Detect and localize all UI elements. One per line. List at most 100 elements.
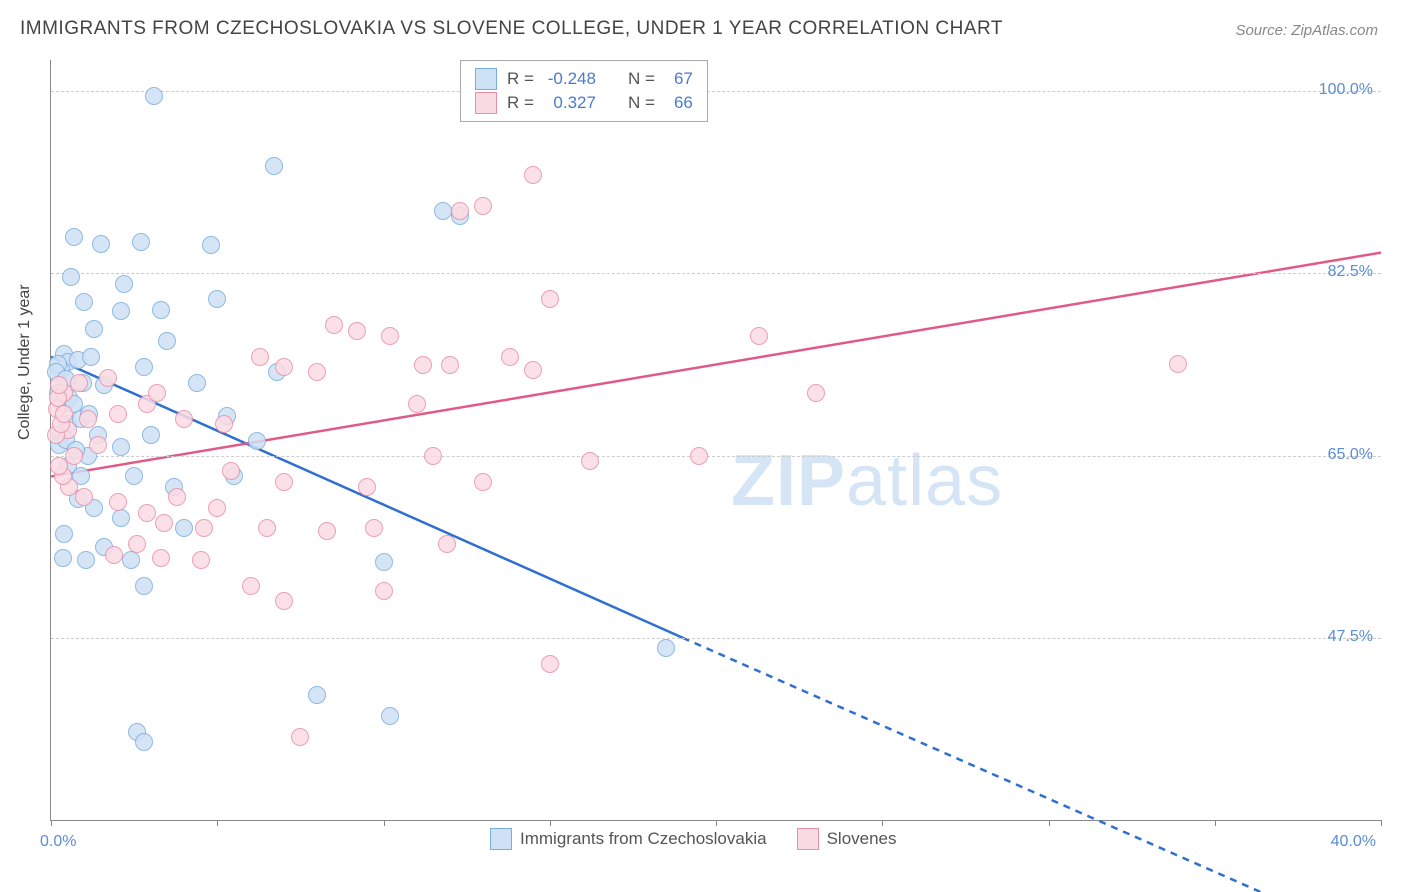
scatter-point-slovenes [581, 452, 599, 470]
scatter-point-czechoslovakia [308, 686, 326, 704]
scatter-point-slovenes [348, 322, 366, 340]
x-tick-mark [1215, 820, 1216, 826]
scatter-point-slovenes [441, 356, 459, 374]
scatter-point-slovenes [408, 395, 426, 413]
scatter-point-slovenes [79, 410, 97, 428]
scatter-point-czechoslovakia [112, 302, 130, 320]
scatter-point-czechoslovakia [77, 551, 95, 569]
y-tick-label: 82.5% [1328, 263, 1373, 281]
x-tick-left: 0.0% [40, 833, 76, 851]
legend-series-item: Immigrants from Czechoslovakia [490, 828, 767, 850]
scatter-point-slovenes [438, 535, 456, 553]
gridline [51, 273, 1381, 274]
x-tick-mark [217, 820, 218, 826]
x-tick-mark [1381, 820, 1382, 826]
scatter-point-slovenes [275, 358, 293, 376]
scatter-point-slovenes [690, 447, 708, 465]
plot-area: ZIPatlas 47.5%65.0%82.5%100.0% [50, 60, 1381, 821]
scatter-point-czechoslovakia [152, 301, 170, 319]
scatter-point-czechoslovakia [122, 551, 140, 569]
scatter-point-slovenes [325, 316, 343, 334]
legend-series-label: Immigrants from Czechoslovakia [520, 829, 767, 849]
legend-n-value: 67 [665, 67, 693, 91]
y-tick-label: 65.0% [1328, 446, 1373, 464]
legend-series-label: Slovenes [827, 829, 897, 849]
scatter-point-slovenes [192, 551, 210, 569]
scatter-point-slovenes [275, 473, 293, 491]
scatter-point-czechoslovakia [85, 320, 103, 338]
scatter-point-czechoslovakia [142, 426, 160, 444]
legend-series-item: Slovenes [797, 828, 897, 850]
scatter-point-slovenes [89, 436, 107, 454]
x-tick-mark [1049, 820, 1050, 826]
scatter-point-czechoslovakia [82, 348, 100, 366]
legend-r-value: -0.248 [544, 67, 596, 91]
scatter-point-czechoslovakia [62, 268, 80, 286]
legend-row: R = -0.248 N = 67 [475, 67, 693, 91]
x-tick-mark [51, 820, 52, 826]
scatter-point-czechoslovakia [112, 438, 130, 456]
source-text: Source: ZipAtlas.com [1235, 22, 1378, 39]
scatter-point-czechoslovakia [202, 236, 220, 254]
scatter-point-slovenes [381, 327, 399, 345]
gridline [51, 456, 1381, 457]
legend-r-label: R = [507, 67, 534, 91]
scatter-point-slovenes [105, 546, 123, 564]
scatter-point-slovenes [451, 202, 469, 220]
scatter-point-slovenes [65, 447, 83, 465]
scatter-point-slovenes [501, 348, 519, 366]
x-tick-mark [384, 820, 385, 826]
gridline [51, 91, 1381, 92]
legend-swatch [475, 68, 497, 90]
x-tick-mark [550, 820, 551, 826]
scatter-point-slovenes [109, 493, 127, 511]
gridline [51, 638, 1381, 639]
scatter-point-slovenes [99, 369, 117, 387]
scatter-point-czechoslovakia [375, 553, 393, 571]
scatter-point-slovenes [242, 577, 260, 595]
scatter-point-slovenes [474, 197, 492, 215]
scatter-point-slovenes [109, 405, 127, 423]
legend-correlation: R = -0.248 N = 67R = 0.327 N = 66 [460, 60, 708, 122]
legend-n-label: N = [628, 67, 655, 91]
scatter-point-slovenes [318, 522, 336, 540]
scatter-point-slovenes [358, 478, 376, 496]
scatter-point-slovenes [424, 447, 442, 465]
x-tick-mark [716, 820, 717, 826]
page-title: IMMIGRANTS FROM CZECHOSLOVAKIA VS SLOVEN… [20, 18, 1003, 40]
y-tick-label: 100.0% [1319, 81, 1373, 99]
legend-row: R =0.327N =66 [475, 91, 693, 115]
scatter-point-czechoslovakia [135, 733, 153, 751]
scatter-point-slovenes [208, 499, 226, 517]
scatter-point-czechoslovakia [135, 577, 153, 595]
scatter-point-czechoslovakia [265, 157, 283, 175]
legend-swatch [475, 92, 497, 114]
legend-r-value: 0.327 [544, 91, 596, 115]
scatter-point-czechoslovakia [381, 707, 399, 725]
scatter-point-czechoslovakia [132, 233, 150, 251]
scatter-point-czechoslovakia [75, 293, 93, 311]
scatter-point-slovenes [750, 327, 768, 345]
scatter-point-czechoslovakia [55, 525, 73, 543]
x-tick-mark [882, 820, 883, 826]
scatter-point-slovenes [365, 519, 383, 537]
scatter-point-slovenes [291, 728, 309, 746]
legend-swatch [797, 828, 819, 850]
legend-n-value: 66 [665, 91, 693, 115]
scatter-point-slovenes [524, 166, 542, 184]
scatter-point-slovenes [222, 462, 240, 480]
scatter-point-czechoslovakia [112, 509, 130, 527]
y-tick-label: 47.5% [1328, 628, 1373, 646]
scatter-point-slovenes [807, 384, 825, 402]
trendline [683, 638, 1381, 892]
scatter-point-czechoslovakia [54, 549, 72, 567]
x-tick-right: 40.0% [1331, 833, 1376, 851]
scatter-point-slovenes [152, 549, 170, 567]
legend-n-label: N = [628, 91, 655, 115]
scatter-point-czechoslovakia [115, 275, 133, 293]
scatter-point-slovenes [375, 582, 393, 600]
y-axis-label: College, Under 1 year [16, 284, 34, 440]
scatter-point-slovenes [541, 655, 559, 673]
legend-series: Immigrants from Czechoslovakia Slovenes [490, 828, 897, 850]
scatter-point-slovenes [275, 592, 293, 610]
